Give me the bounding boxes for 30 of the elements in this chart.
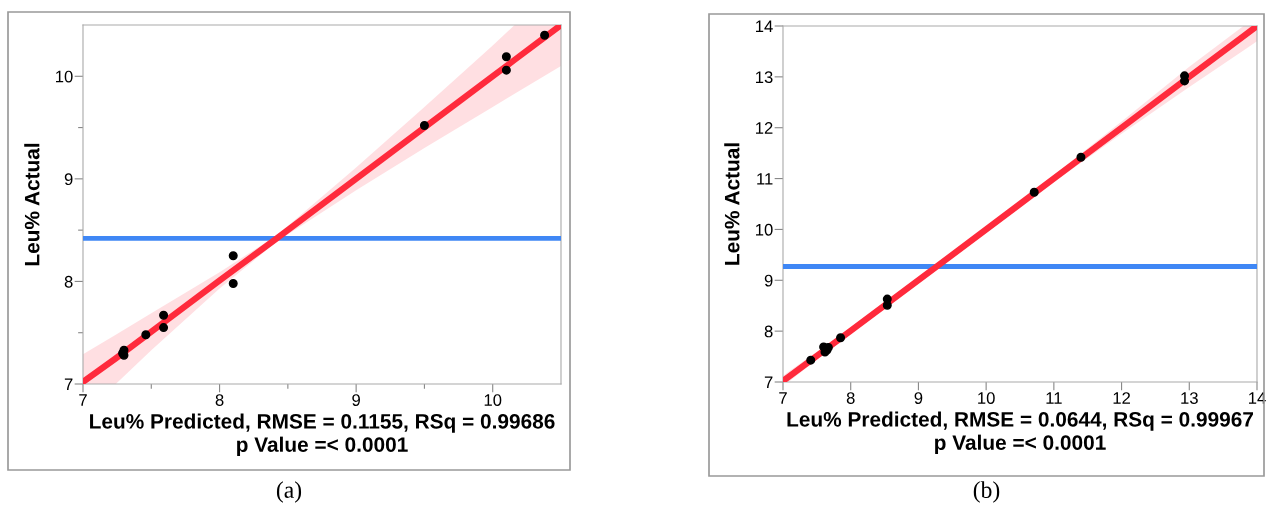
y-tick-label: 12 <box>756 122 773 134</box>
x-tick-label: 7 <box>779 392 787 404</box>
x-tick-label: 9 <box>914 392 923 404</box>
x-axis-title: Leu% Predicted, RMSE = 0.0644, RSq = 0.99967 p Value =< 0.0001 <box>787 411 1253 455</box>
y-tick-label: 13 <box>756 71 773 84</box>
y-tick-label: 11 <box>757 173 773 185</box>
y-tick-label: 8 <box>64 275 73 288</box>
x-tick-label: 11 <box>1046 392 1062 404</box>
x-axis-title: Leu% Predicted, RMSE = 0.1155, RSq = 0.99686 p Value =< 0.0001 <box>90 413 555 457</box>
x-tick-label: 8 <box>846 392 855 404</box>
x-tick-label: 7 <box>79 394 87 406</box>
y-tick-label: 9 <box>64 173 73 186</box>
y-tick-label: 9 <box>764 274 773 287</box>
y-tick-label: 7 <box>764 376 773 389</box>
x-tick-label: 10 <box>978 392 995 404</box>
y-tick-label: 7 <box>64 378 73 391</box>
x-tick-label: 8 <box>215 394 224 406</box>
x-tick-label: 10 <box>484 394 502 406</box>
x-tick-label: 9 <box>352 394 360 406</box>
y-tick-label: 8 <box>764 325 773 338</box>
y-tick-label: 10 <box>56 70 73 83</box>
text: (a) <box>276 481 302 503</box>
x-tick-label: 12 <box>1113 392 1130 404</box>
y-tick-label: 14 <box>756 20 773 33</box>
y-axis-title: Leu% Actual <box>724 143 740 265</box>
y-axis-title: Leu% Actual <box>24 143 40 266</box>
x-tick-label: 13 <box>1181 392 1198 404</box>
x-tick-label: 14 <box>1249 392 1266 404</box>
text: (b) <box>973 481 1000 503</box>
y-tick-label: 10 <box>756 223 773 236</box>
